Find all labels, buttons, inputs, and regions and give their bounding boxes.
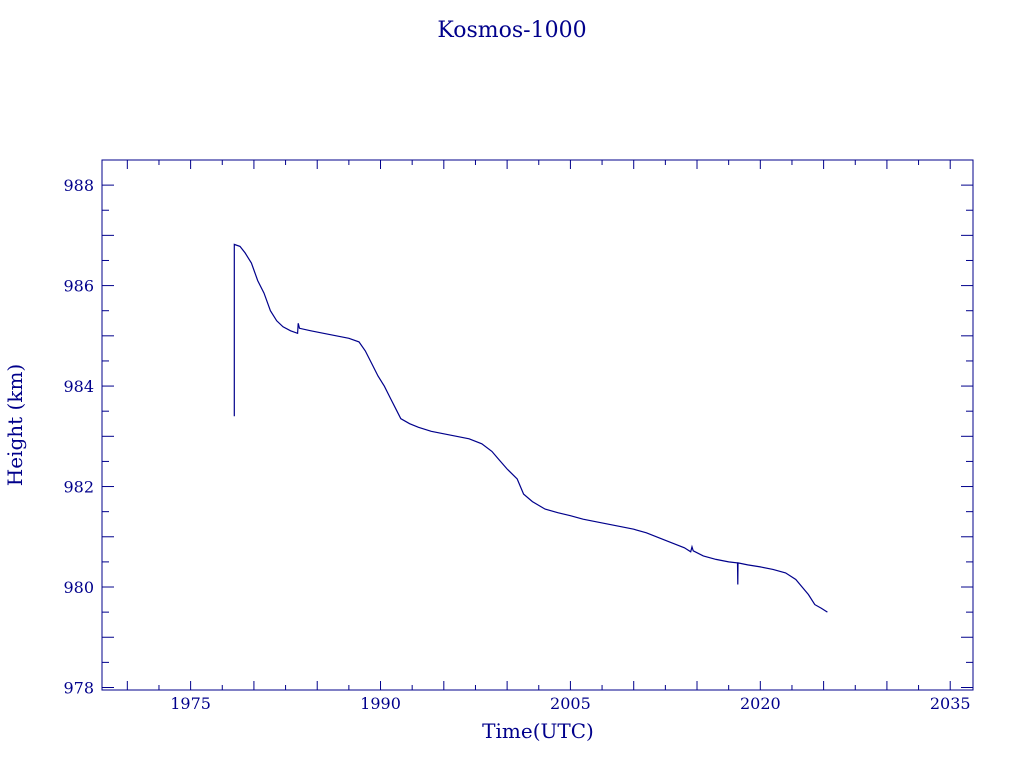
x-tick-label: 1990	[360, 694, 401, 713]
x-axis-title: Time(UTC)	[482, 719, 594, 743]
x-tick-label: 1975	[170, 694, 211, 713]
x-tick-labels: 1975 1990 2005 2020 2035	[170, 694, 970, 713]
series-line	[233, 243, 828, 613]
x-tick-label: 2020	[740, 694, 781, 713]
plot-frame	[101, 159, 974, 691]
y-axis-title: Height (km)	[3, 364, 27, 486]
x-tick-label: 2005	[550, 694, 591, 713]
axis-ticks	[102, 160, 973, 690]
chart-title: Kosmos-1000	[437, 18, 586, 43]
y-tick-label: 986	[63, 277, 94, 296]
y-tick-label: 988	[63, 176, 94, 195]
y-tick-label: 978	[63, 678, 94, 697]
x-tick-label: 2035	[930, 694, 971, 713]
y-tick-label: 984	[63, 377, 94, 396]
y-tick-label: 982	[63, 478, 94, 497]
y-tick-label: 980	[63, 578, 94, 597]
y-tick-labels: 978 980 982 984 986 988	[63, 176, 94, 697]
